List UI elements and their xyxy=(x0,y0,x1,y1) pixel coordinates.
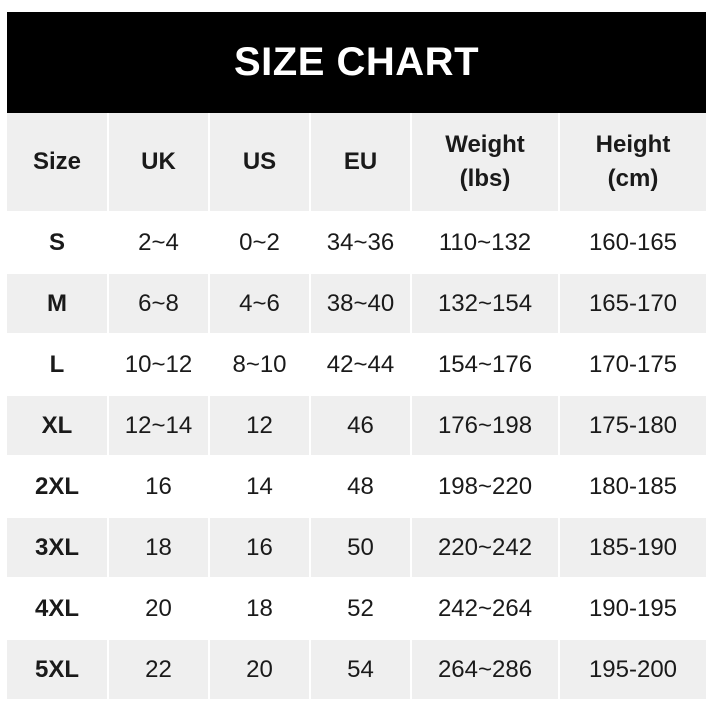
table-row: S 2~4 0~2 34~36 110~132 160-165 xyxy=(7,213,706,274)
table-cell: 14 xyxy=(210,457,311,518)
table-cell: 2~4 xyxy=(109,213,210,274)
table-cell: 6~8 xyxy=(109,274,210,335)
table-cell: 220~242 xyxy=(412,518,560,579)
table-cell: 4~6 xyxy=(210,274,311,335)
table-cell: 18 xyxy=(109,518,210,579)
table-cell: 8~10 xyxy=(210,335,311,396)
table-cell: 10~12 xyxy=(109,335,210,396)
table-cell: 154~176 xyxy=(412,335,560,396)
table-row: 5XL 22 20 54 264~286 195-200 xyxy=(7,640,706,701)
table-row: 4XL 20 18 52 242~264 190-195 xyxy=(7,579,706,640)
table-row: 2XL 16 14 48 198~220 180-185 xyxy=(7,457,706,518)
table-cell: 132~154 xyxy=(412,274,560,335)
table-cell: 176~198 xyxy=(412,396,560,457)
table-cell: 180-185 xyxy=(560,457,706,518)
size-label: XL xyxy=(7,396,109,457)
table-cell: 16 xyxy=(210,518,311,579)
table-cell: 195-200 xyxy=(560,640,706,701)
table-cell: 22 xyxy=(109,640,210,701)
size-label: 2XL xyxy=(7,457,109,518)
table-cell: 175-180 xyxy=(560,396,706,457)
table-cell: 242~264 xyxy=(412,579,560,640)
column-header: Weight (lbs) xyxy=(412,113,560,213)
table-cell: 110~132 xyxy=(412,213,560,274)
column-header: US xyxy=(210,113,311,213)
table-row: M 6~8 4~6 38~40 132~154 165-170 xyxy=(7,274,706,335)
header-row: Size UK US EU Weight (lbs) Height (cm) xyxy=(7,113,706,213)
table-row: 3XL 18 16 50 220~242 185-190 xyxy=(7,518,706,579)
table-cell: 16 xyxy=(109,457,210,518)
column-header: EU xyxy=(311,113,412,213)
table-cell: 34~36 xyxy=(311,213,412,274)
size-label: S xyxy=(7,213,109,274)
table-cell: 12~14 xyxy=(109,396,210,457)
table-cell: 20 xyxy=(109,579,210,640)
table-row: XL 12~14 12 46 176~198 175-180 xyxy=(7,396,706,457)
size-label: 4XL xyxy=(7,579,109,640)
size-label: M xyxy=(7,274,109,335)
table-cell: 185-190 xyxy=(560,518,706,579)
table-cell: 42~44 xyxy=(311,335,412,396)
table-cell: 165-170 xyxy=(560,274,706,335)
table-cell: 50 xyxy=(311,518,412,579)
table-cell: 52 xyxy=(311,579,412,640)
table-cell: 160-165 xyxy=(560,213,706,274)
table-cell: 18 xyxy=(210,579,311,640)
page-title: SIZE CHART xyxy=(7,12,706,113)
size-label: 5XL xyxy=(7,640,109,701)
table-cell: 264~286 xyxy=(412,640,560,701)
table-cell: 38~40 xyxy=(311,274,412,335)
size-table: Size UK US EU Weight (lbs) Height (cm) S 2~4 0~… xyxy=(7,113,706,701)
table-cell: 170-175 xyxy=(560,335,706,396)
column-header: Size xyxy=(7,113,109,213)
size-label: L xyxy=(7,335,109,396)
table-cell: 20 xyxy=(210,640,311,701)
table-cell: 46 xyxy=(311,396,412,457)
table-cell: 198~220 xyxy=(412,457,560,518)
table-row: L 10~12 8~10 42~44 154~176 170-175 xyxy=(7,335,706,396)
table-cell: 190-195 xyxy=(560,579,706,640)
table-cell: 12 xyxy=(210,396,311,457)
table-cell: 48 xyxy=(311,457,412,518)
table-cell: 0~2 xyxy=(210,213,311,274)
size-label: 3XL xyxy=(7,518,109,579)
column-header: Height (cm) xyxy=(560,113,706,213)
column-header: UK xyxy=(109,113,210,213)
table-cell: 54 xyxy=(311,640,412,701)
